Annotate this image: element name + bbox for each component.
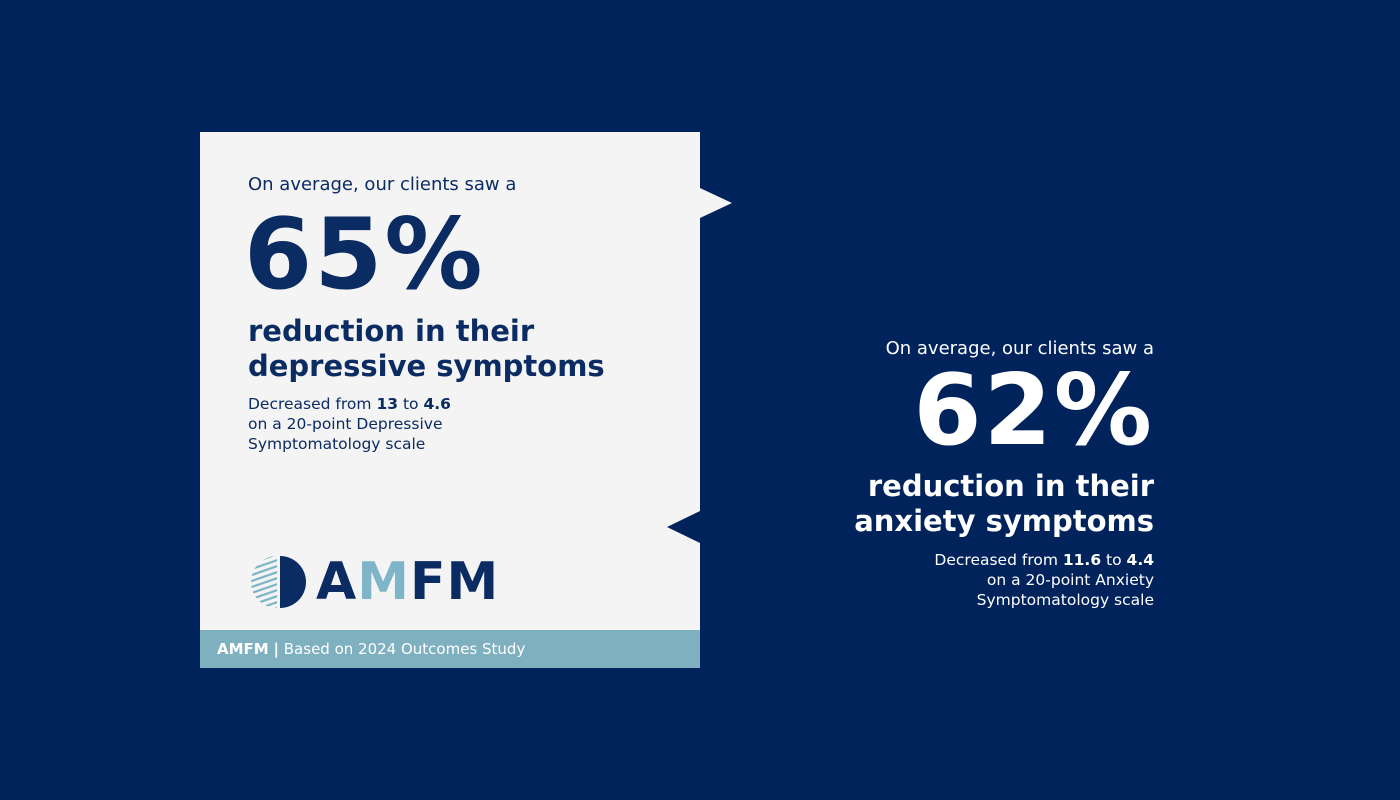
depression-intro: On average, our clients saw a: [248, 174, 517, 195]
anxiety-detail: Decreased from 11.6 to 4.4 on a 20-point…: [780, 550, 1154, 610]
footer-text: Based on 2024 Outcomes Study: [283, 640, 526, 658]
footer-brand: AMFM: [217, 640, 269, 658]
logo-mark-icon: [251, 556, 306, 608]
anxiety-headline: reduction in their anxiety symptoms: [780, 469, 1154, 539]
footer-separator: |: [273, 640, 279, 658]
card-notch-in: [667, 511, 700, 543]
anxiety-intro: On average, our clients saw a: [885, 338, 1154, 359]
depression-headline-line1: reduction in their: [248, 314, 535, 348]
from-value: 13: [376, 395, 399, 413]
anxiety-headline-line2: anxiety symptoms: [854, 504, 1154, 538]
detail-line3: Symptomatology scale: [976, 591, 1154, 609]
depression-headline: reduction in their depressive symptoms: [248, 314, 605, 384]
footer-band: AMFM | Based on 2024 Outcomes Study: [200, 630, 700, 668]
logo-wordmark: AMFM: [316, 552, 499, 612]
depression-detail: Decreased from 13 to 4.6 on a 20-point D…: [248, 394, 451, 454]
anxiety-headline-line1: reduction in their: [867, 469, 1154, 503]
to-word: to: [398, 395, 424, 413]
to-word: to: [1101, 551, 1127, 569]
detail-line2: on a 20-point Anxiety: [986, 571, 1154, 589]
logo-letters-fm: FM: [410, 552, 500, 612]
logo-letter-m: M: [357, 552, 410, 612]
to-value: 4.4: [1126, 551, 1154, 569]
anxiety-percent: 62%: [913, 354, 1154, 468]
depression-headline-line2: depressive symptoms: [248, 349, 605, 383]
to-value: 4.6: [423, 395, 451, 413]
detail-line2: on a 20-point Depressive: [248, 415, 443, 433]
logo-letter-a: A: [316, 552, 358, 612]
card-notch-out: [700, 188, 732, 218]
detail-line3: Symptomatology scale: [248, 435, 426, 453]
depression-card: On average, our clients saw a 65% reduct…: [200, 132, 700, 668]
from-value: 11.6: [1062, 551, 1102, 569]
detail-prefix: Decreased from: [934, 551, 1063, 569]
amfm-logo: AMFM: [246, 552, 499, 612]
depression-percent: 65%: [244, 198, 485, 312]
detail-prefix: Decreased from: [248, 395, 377, 413]
anxiety-stat: On average, our clients saw a 62% reduct…: [780, 338, 1154, 610]
